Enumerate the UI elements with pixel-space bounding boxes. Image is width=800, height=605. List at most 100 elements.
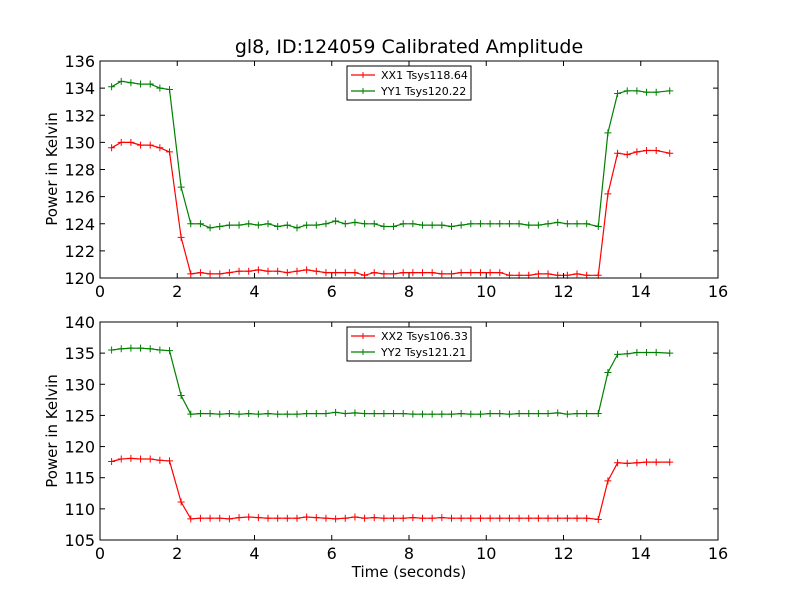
top-data-point: [108, 144, 116, 152]
top-data-point: [399, 220, 407, 228]
top-data-point: [274, 222, 282, 230]
top-series-xx1: [108, 138, 674, 279]
top-data-point: [476, 269, 484, 277]
bottom-data-point: [274, 410, 282, 418]
top-data-point: [428, 269, 436, 277]
top-data-point: [274, 267, 282, 275]
bottom-data-point: [428, 410, 436, 418]
top-data-point: [303, 266, 311, 274]
bottom-data-point: [332, 515, 340, 523]
bottom-data-point: [447, 514, 455, 522]
bottom-x-tick-label: 4: [249, 544, 259, 563]
bottom-data-point: [108, 346, 116, 354]
top-x-tick-label: 14: [631, 282, 651, 301]
bottom-data-point: [563, 410, 571, 418]
top-y-tick-label: 126: [64, 188, 95, 207]
top-data-point: [447, 222, 455, 230]
bottom-legend-marker: [360, 333, 366, 339]
top-data-point: [370, 220, 378, 228]
bottom-data-point: [216, 410, 224, 418]
top-data-point: [245, 220, 253, 228]
top-data-point: [457, 269, 465, 277]
top-data-point: [166, 85, 174, 93]
bottom-y-tick-label: 135: [64, 344, 95, 363]
top-data-point: [127, 79, 135, 87]
bottom-x-tick-label: 8: [404, 544, 414, 563]
bottom-x-tick-label: 2: [172, 544, 182, 563]
bottom-data-point: [486, 514, 494, 522]
bottom-data-point: [166, 347, 174, 355]
top-data-point: [447, 270, 455, 278]
top-data-point: [196, 269, 204, 277]
top-data-point: [534, 221, 542, 229]
bottom-data-point: [283, 514, 291, 522]
bottom-data-point: [505, 514, 513, 522]
bottom-data-point: [496, 410, 504, 418]
top-data-point: [216, 222, 224, 230]
top-data-point: [293, 224, 301, 232]
top-data-point: [633, 87, 641, 95]
top-data-point: [604, 129, 612, 137]
top-data-point: [264, 267, 272, 275]
bottom-data-point: [274, 514, 282, 522]
top-data-point: [652, 88, 660, 96]
top-data-point: [187, 220, 195, 228]
top-data-point: [438, 221, 446, 229]
bottom-data-point: [652, 458, 660, 466]
bottom-data-point: [623, 350, 631, 358]
top-data-point: [332, 217, 340, 225]
bottom-data-point: [303, 513, 311, 521]
top-data-point: [137, 141, 145, 149]
bottom-data-point: [604, 477, 612, 485]
top-data-point: [563, 220, 571, 228]
top-data-point: [322, 269, 330, 277]
bottom-data-point: [573, 410, 581, 418]
top-data-point: [399, 269, 407, 277]
bottom-data-point: [156, 456, 164, 464]
bottom-data-point: [166, 457, 174, 465]
top-data-point: [457, 221, 465, 229]
bottom-data-point: [583, 514, 591, 522]
bottom-data-point: [108, 458, 116, 466]
top-data-point: [534, 270, 542, 278]
top-data-point: [206, 224, 214, 232]
bottom-data-point: [467, 514, 475, 522]
top-legend-label: XX1 Tsys118.64: [381, 69, 468, 82]
bottom-data-point: [467, 410, 475, 418]
bottom-data-point: [515, 514, 523, 522]
top-legend-box: [346, 65, 472, 101]
top-y-tick-label: 136: [64, 52, 95, 71]
bottom-data-point: [652, 349, 660, 357]
bottom-data-point: [196, 410, 204, 418]
bottom-data-point: [623, 459, 631, 467]
bottom-data-point: [476, 410, 484, 418]
top-data-point: [206, 270, 214, 278]
top-legend-marker: [360, 88, 366, 94]
top-data-point: [146, 80, 154, 88]
bottom-data-point: [544, 410, 552, 418]
top-data-point: [264, 220, 272, 228]
top-y-tick-label: 124: [64, 215, 95, 234]
top-data-point: [225, 221, 233, 229]
top-data-point: [476, 220, 484, 228]
bottom-data-point: [390, 410, 398, 418]
bottom-data-point: [225, 515, 233, 523]
top-data-point: [303, 221, 311, 229]
top-data-point: [467, 220, 475, 228]
top-data-point: [283, 269, 291, 277]
bottom-x-tick-label: 6: [327, 544, 337, 563]
top-data-point: [361, 220, 369, 228]
bottom-legend-label: XX2 Tsys106.33: [381, 330, 468, 343]
top-data-point: [554, 218, 562, 226]
bottom-legend-box: [346, 326, 472, 362]
top-data-point: [245, 267, 253, 275]
top-data-point: [428, 221, 436, 229]
bottom-data-point: [303, 410, 311, 418]
top-data-point: [573, 270, 581, 278]
bottom-data-point: [534, 410, 542, 418]
top-x-tick-label: 0: [95, 282, 105, 301]
top-data-point: [177, 183, 185, 191]
bottom-data-point: [643, 458, 651, 466]
bottom-data-point: [594, 515, 602, 523]
